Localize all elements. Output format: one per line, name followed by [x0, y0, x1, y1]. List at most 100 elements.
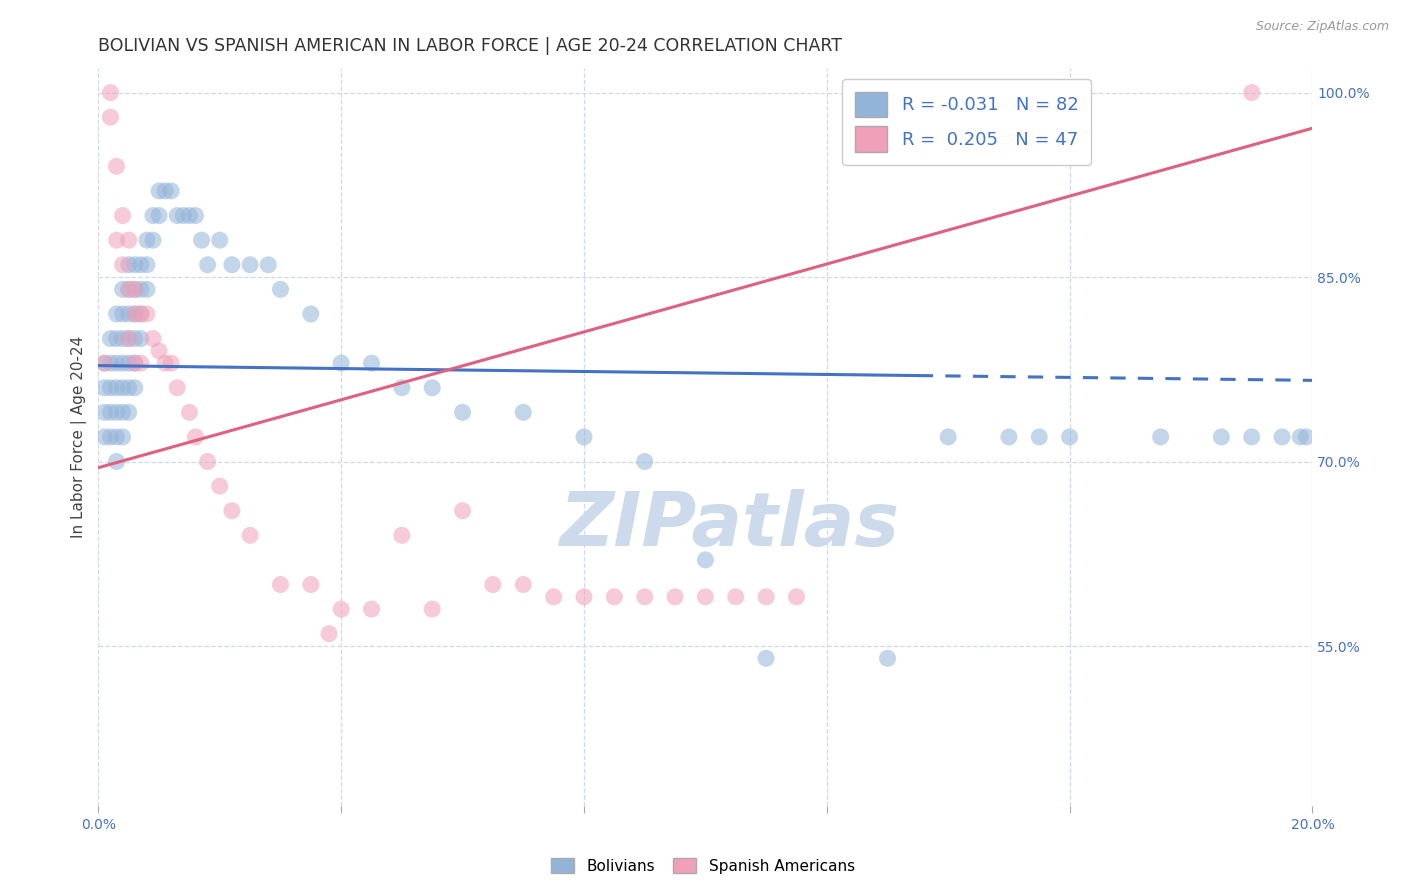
Point [572, 590, 595, 604]
Point [93, 356, 115, 370]
Point [111, 381, 134, 395]
Point [391, 381, 413, 395]
Point [1059, 430, 1081, 444]
Point [118, 233, 141, 247]
Point [118, 332, 141, 346]
Point [257, 258, 280, 272]
Point [318, 626, 340, 640]
Point [420, 602, 443, 616]
Point [936, 430, 959, 444]
Point [100, 381, 122, 395]
Text: Source: ZipAtlas.com: Source: ZipAtlas.com [1256, 20, 1389, 33]
Point [1295, 430, 1317, 444]
Point [118, 258, 141, 272]
Point [184, 430, 207, 444]
Point [118, 282, 141, 296]
Point [755, 590, 778, 604]
Point [105, 307, 128, 321]
Point [299, 577, 322, 591]
Point [221, 258, 243, 272]
Point [148, 209, 170, 223]
Point [785, 590, 807, 604]
Point [148, 343, 170, 358]
Point [135, 258, 157, 272]
Point [124, 356, 146, 370]
Point [208, 233, 231, 247]
Point [1271, 430, 1294, 444]
Legend: Bolivians, Spanish Americans: Bolivians, Spanish Americans [546, 852, 860, 880]
Point [239, 528, 262, 542]
Point [124, 381, 146, 395]
Text: ZIPatlas: ZIPatlas [560, 489, 900, 562]
Point [105, 454, 128, 468]
Point [124, 332, 146, 346]
Point [179, 405, 201, 419]
Point [100, 86, 122, 100]
Point [420, 381, 443, 395]
Point [111, 405, 134, 419]
Point [179, 209, 201, 223]
Point [572, 430, 595, 444]
Point [1240, 430, 1263, 444]
Point [111, 332, 134, 346]
Point [998, 430, 1021, 444]
Point [93, 381, 115, 395]
Point [172, 209, 194, 223]
Point [724, 590, 747, 604]
Point [543, 590, 565, 604]
Point [360, 356, 382, 370]
Point [160, 356, 183, 370]
Point [135, 282, 157, 296]
Point [100, 332, 122, 346]
Point [512, 577, 534, 591]
Point [184, 209, 207, 223]
Point [166, 381, 188, 395]
Point [634, 590, 657, 604]
Point [100, 356, 122, 370]
Point [105, 332, 128, 346]
Point [755, 651, 778, 665]
Point [111, 430, 134, 444]
Point [876, 651, 898, 665]
Point [93, 430, 115, 444]
Point [105, 356, 128, 370]
Point [603, 590, 626, 604]
Point [197, 454, 219, 468]
Point [124, 282, 146, 296]
Point [330, 602, 353, 616]
Point [105, 405, 128, 419]
Point [1240, 86, 1263, 100]
Point [105, 381, 128, 395]
Point [221, 504, 243, 518]
Point [135, 307, 157, 321]
Point [118, 381, 141, 395]
Point [100, 430, 122, 444]
Point [360, 602, 382, 616]
Point [93, 356, 115, 370]
Point [129, 258, 152, 272]
Point [269, 282, 291, 296]
Point [124, 258, 146, 272]
Legend: R = -0.031   N = 82, R =  0.205   N = 47: R = -0.031 N = 82, R = 0.205 N = 47 [842, 79, 1091, 165]
Point [451, 405, 474, 419]
Point [391, 528, 413, 542]
Point [142, 332, 165, 346]
Point [105, 430, 128, 444]
Point [512, 405, 534, 419]
Point [208, 479, 231, 493]
Point [111, 209, 134, 223]
Point [160, 184, 183, 198]
Point [118, 307, 141, 321]
Point [166, 209, 188, 223]
Point [153, 184, 176, 198]
Point [124, 282, 146, 296]
Point [135, 233, 157, 247]
Point [664, 590, 686, 604]
Point [153, 356, 176, 370]
Point [118, 332, 141, 346]
Point [118, 405, 141, 419]
Point [299, 307, 322, 321]
Point [124, 356, 146, 370]
Point [482, 577, 505, 591]
Point [100, 110, 122, 124]
